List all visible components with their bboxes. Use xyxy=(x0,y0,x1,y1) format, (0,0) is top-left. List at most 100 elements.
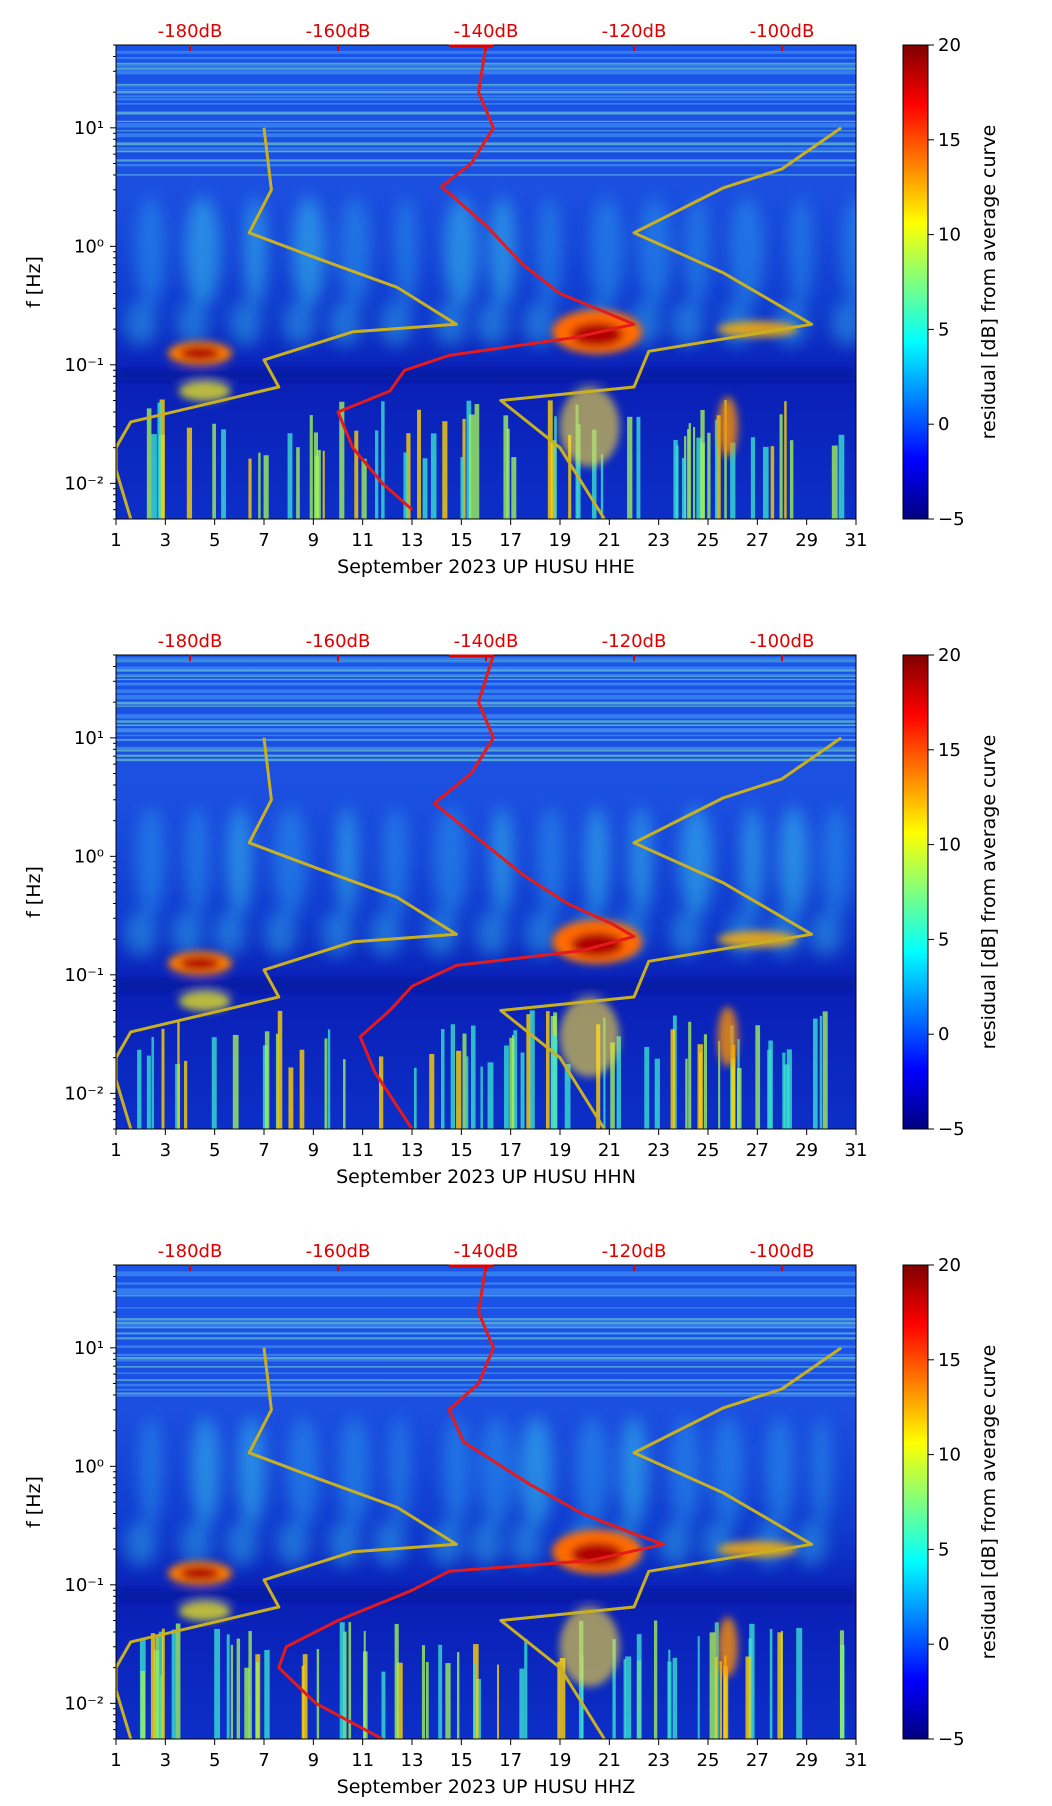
dark-band xyxy=(116,370,856,381)
spike xyxy=(381,1671,386,1739)
stripe xyxy=(116,759,856,762)
spike xyxy=(441,1029,445,1129)
top-tick-label: -100dB xyxy=(750,631,815,652)
spike xyxy=(425,1661,429,1739)
spike xyxy=(396,1662,403,1739)
stripe xyxy=(116,1274,856,1277)
y-tick-label: 10⁰ xyxy=(74,846,104,867)
x-tick-label: 3 xyxy=(160,1750,171,1771)
colorbar-tick-label: 5 xyxy=(938,929,949,950)
spike xyxy=(309,415,313,519)
x-tick-label: 19 xyxy=(549,530,572,551)
x-tick-label: 1 xyxy=(110,1750,121,1771)
spike xyxy=(466,1056,469,1129)
spike xyxy=(264,1649,270,1739)
stripe xyxy=(116,143,856,146)
x-tick-label: 29 xyxy=(795,1140,818,1161)
spike xyxy=(654,1058,660,1129)
streak xyxy=(831,302,856,347)
x-tick-label: 1 xyxy=(110,530,121,551)
spike xyxy=(707,432,711,519)
hotspot xyxy=(717,1006,738,1067)
y-tick-label: 10¹ xyxy=(74,728,104,749)
spike xyxy=(212,423,216,519)
spike xyxy=(258,452,261,519)
stripe xyxy=(116,1288,856,1290)
x-tick-label: 9 xyxy=(308,1140,319,1161)
spectrogram-spikes xyxy=(139,1620,845,1739)
hotspot xyxy=(178,381,231,402)
stripe xyxy=(116,67,856,70)
stripe xyxy=(116,734,856,737)
x-tick-label: 25 xyxy=(697,1140,720,1161)
x-tick-label: 25 xyxy=(697,530,720,551)
colorbar-tick-label: 10 xyxy=(938,1445,961,1466)
streak xyxy=(226,806,252,917)
streak xyxy=(393,196,418,307)
colorbar-tick-label: 5 xyxy=(938,1539,949,1560)
colorbar-label: residual [dB] from average curve xyxy=(978,1345,1000,1660)
spike xyxy=(688,423,691,519)
streak xyxy=(179,1522,212,1567)
streak xyxy=(809,912,842,957)
stripe xyxy=(116,88,856,91)
spike xyxy=(719,1661,723,1739)
spike xyxy=(755,1025,761,1129)
spike xyxy=(468,414,475,519)
stripe xyxy=(116,1282,856,1285)
spike xyxy=(839,1630,845,1739)
spike xyxy=(545,1011,550,1129)
streak xyxy=(619,1416,649,1527)
streak xyxy=(478,1416,514,1527)
streak xyxy=(740,806,764,917)
streak xyxy=(243,196,267,307)
stripe xyxy=(116,1394,856,1397)
spike xyxy=(547,400,553,519)
colorbar-tick-label: 15 xyxy=(938,1350,961,1371)
spike xyxy=(762,446,769,519)
spike xyxy=(591,429,597,519)
hotspot xyxy=(717,321,798,338)
spike xyxy=(157,402,161,519)
streak xyxy=(184,806,210,917)
hotspot xyxy=(717,931,798,948)
spike xyxy=(789,440,794,519)
streak xyxy=(584,806,610,917)
spike xyxy=(151,1036,154,1129)
streak xyxy=(292,196,326,307)
colorbar-gradient xyxy=(902,44,929,520)
spike xyxy=(186,427,193,519)
x-tick-label: 15 xyxy=(450,1750,473,1771)
streak xyxy=(225,1522,258,1567)
streak xyxy=(658,1522,691,1567)
stripe xyxy=(116,133,856,136)
streak xyxy=(574,1416,610,1527)
spike xyxy=(519,1668,525,1739)
spike xyxy=(627,416,633,519)
colorbar-tick-label: 5 xyxy=(938,319,949,340)
x-tick-label: 21 xyxy=(598,1140,621,1161)
streak xyxy=(171,912,204,957)
streak xyxy=(373,1522,406,1567)
x-tick-label: 15 xyxy=(450,530,473,551)
x-tick-label: 13 xyxy=(401,1140,424,1161)
colorbar-tick-label: 0 xyxy=(938,1024,949,1045)
streak xyxy=(139,1416,163,1527)
x-tick-label: 9 xyxy=(308,1750,319,1771)
stripe xyxy=(116,660,856,663)
spike xyxy=(596,1024,601,1129)
spike xyxy=(429,1053,435,1129)
streak xyxy=(519,1416,554,1527)
spike xyxy=(610,1042,615,1129)
spike xyxy=(715,1656,718,1739)
x-tick-label: 5 xyxy=(209,1750,220,1771)
stripe xyxy=(116,754,856,757)
x-tick-label: 5 xyxy=(209,530,220,551)
spike xyxy=(363,1631,366,1739)
y-tick-label: 10¹ xyxy=(74,118,104,139)
stripe xyxy=(116,86,856,88)
spike xyxy=(151,434,157,519)
streak xyxy=(124,912,157,957)
spike xyxy=(184,1060,188,1129)
